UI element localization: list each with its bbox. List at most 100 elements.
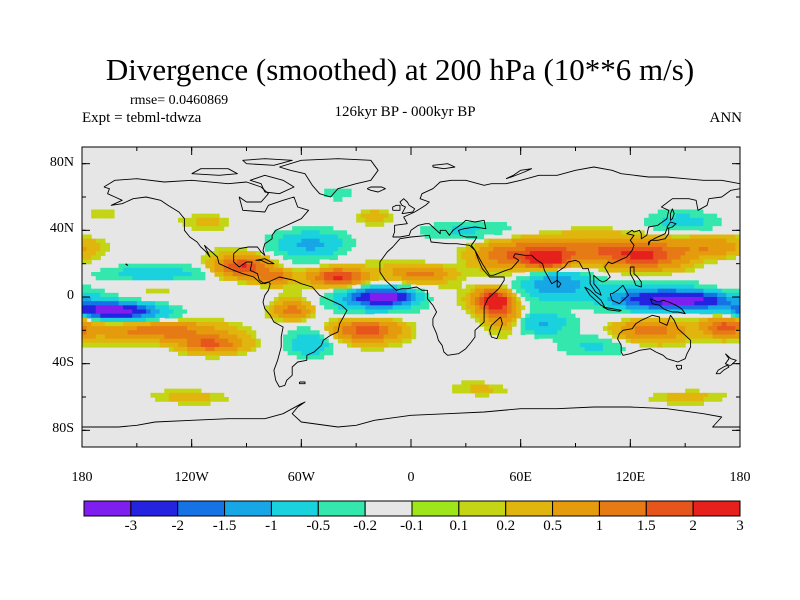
field-cell bbox=[392, 284, 398, 290]
field-cell bbox=[155, 397, 161, 402]
field-cell bbox=[132, 263, 138, 269]
field-cell bbox=[187, 305, 193, 311]
field-cell bbox=[447, 276, 453, 281]
field-cell bbox=[593, 292, 599, 298]
field-cell bbox=[543, 230, 549, 236]
field-cell bbox=[474, 313, 481, 319]
field-cell bbox=[219, 267, 225, 273]
field-cell bbox=[113, 326, 120, 331]
field-cell bbox=[584, 276, 590, 281]
field-cell bbox=[484, 388, 490, 394]
field-cell bbox=[369, 209, 376, 215]
field-cell bbox=[365, 334, 371, 340]
field-cell bbox=[621, 242, 627, 248]
field-cell bbox=[570, 280, 577, 286]
field-cell bbox=[173, 338, 179, 344]
field-cell bbox=[506, 280, 513, 286]
field-cell bbox=[712, 330, 718, 336]
field-cell bbox=[95, 313, 101, 319]
field-cell bbox=[676, 238, 682, 244]
field-cell bbox=[520, 317, 526, 323]
field-cell bbox=[621, 267, 627, 273]
field-cell bbox=[566, 280, 572, 286]
field-cell bbox=[150, 255, 156, 261]
field-cell bbox=[694, 230, 700, 236]
field-cell bbox=[561, 276, 567, 281]
field-cell bbox=[214, 259, 220, 265]
field-cell bbox=[598, 272, 604, 277]
field-cell bbox=[516, 226, 522, 231]
field-cell bbox=[639, 297, 645, 302]
field-cell bbox=[411, 230, 417, 236]
field-cell bbox=[397, 301, 403, 306]
field-cell bbox=[616, 284, 622, 290]
field-cell bbox=[612, 292, 618, 298]
field-cell bbox=[534, 334, 540, 340]
field-cell bbox=[310, 259, 316, 265]
field-cell bbox=[200, 267, 206, 273]
field-cell bbox=[164, 338, 170, 344]
field-cell bbox=[566, 338, 572, 344]
field-cell bbox=[127, 309, 133, 315]
field-cell bbox=[319, 263, 325, 269]
field-cell bbox=[607, 247, 613, 252]
field-cell bbox=[269, 284, 275, 290]
field-cell bbox=[666, 251, 673, 256]
field-cell bbox=[369, 297, 376, 302]
field-cell bbox=[598, 342, 604, 348]
field-cell bbox=[264, 242, 270, 248]
field-cell bbox=[292, 317, 298, 323]
field-cell bbox=[155, 276, 161, 281]
field-cell bbox=[657, 322, 663, 327]
coastline-britain bbox=[399, 198, 416, 215]
field-cell bbox=[365, 292, 371, 298]
field-cell bbox=[708, 288, 714, 294]
field-cell bbox=[634, 334, 641, 340]
field-cell bbox=[538, 330, 545, 336]
field-cell bbox=[328, 280, 334, 286]
field-cell bbox=[703, 234, 709, 240]
field-cell bbox=[589, 305, 595, 311]
field-cell bbox=[228, 247, 234, 252]
field-cell bbox=[680, 226, 686, 231]
field-cell bbox=[173, 330, 179, 336]
field-cell bbox=[456, 247, 462, 252]
field-cell bbox=[187, 401, 193, 406]
field-cell bbox=[132, 326, 138, 331]
field-cell bbox=[347, 263, 353, 269]
field-cell bbox=[177, 338, 184, 344]
field-cell bbox=[104, 247, 111, 252]
field-cell bbox=[159, 255, 165, 261]
field-cell bbox=[232, 267, 238, 273]
field-cell bbox=[333, 326, 339, 331]
field-cell bbox=[379, 259, 385, 265]
field-cell bbox=[506, 305, 513, 311]
field-cell bbox=[511, 301, 517, 306]
coastline-new-guinea bbox=[649, 298, 686, 315]
field-cell bbox=[538, 259, 545, 265]
field-cell bbox=[685, 313, 691, 319]
field-cell bbox=[616, 230, 622, 236]
coastline-hawaii bbox=[125, 263, 129, 266]
field-cell bbox=[177, 326, 184, 331]
field-cell bbox=[177, 388, 184, 394]
field-cell bbox=[223, 305, 229, 311]
field-cell bbox=[712, 309, 718, 315]
field-cell bbox=[648, 238, 654, 244]
field-cell bbox=[557, 317, 563, 323]
field-cell bbox=[127, 326, 133, 331]
field-cell bbox=[470, 380, 476, 386]
field-cell bbox=[424, 276, 430, 281]
field-cell bbox=[379, 330, 385, 336]
field-cell bbox=[497, 388, 503, 394]
field-cell bbox=[196, 347, 202, 352]
field-cell bbox=[255, 259, 261, 265]
field-cell bbox=[511, 280, 517, 286]
field-cell bbox=[456, 251, 462, 256]
field-cell bbox=[639, 330, 645, 336]
field-cell bbox=[575, 351, 581, 356]
field-cell bbox=[602, 301, 609, 306]
field-cell bbox=[406, 330, 412, 336]
field-cell bbox=[374, 322, 380, 327]
field-cell bbox=[589, 338, 595, 344]
